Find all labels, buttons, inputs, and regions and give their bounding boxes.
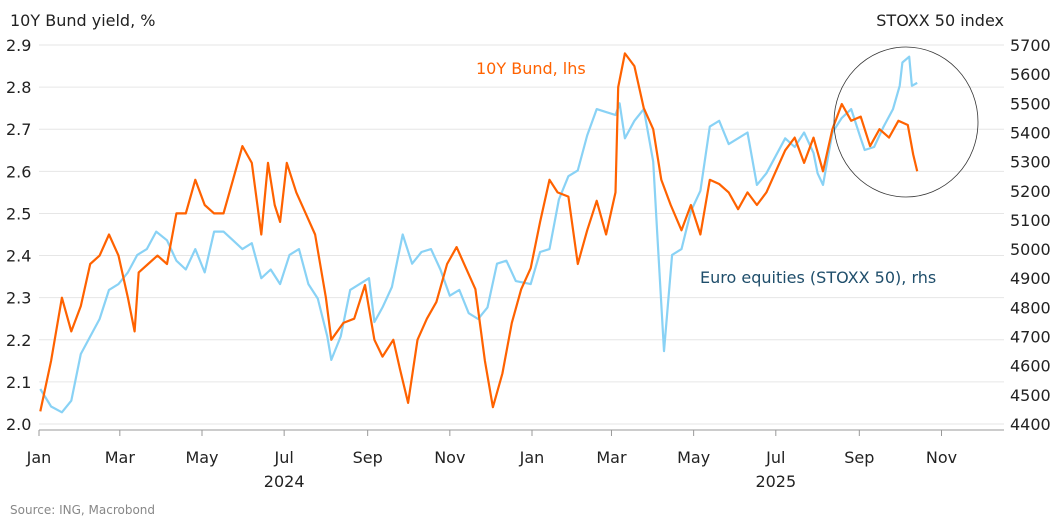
x-tick-label: May bbox=[185, 448, 218, 467]
right-tick-label: 5500 bbox=[1010, 94, 1051, 113]
stoxx-series-label: Euro equities (STOXX 50), rhs bbox=[700, 268, 936, 287]
year-label: 2025 bbox=[755, 472, 796, 491]
right-tick-label: 5100 bbox=[1010, 211, 1051, 230]
left-tick-label: 2.9 bbox=[6, 36, 31, 55]
x-tick-label: Sep bbox=[844, 448, 874, 467]
right-axis-title: STOXX 50 index bbox=[876, 11, 1004, 30]
x-tick-label: Jul bbox=[273, 448, 293, 467]
left-tick-label: 2.1 bbox=[6, 373, 31, 392]
left-tick-label: 2.0 bbox=[6, 415, 31, 434]
left-tick-label: 2.6 bbox=[6, 162, 31, 181]
right-tick-label: 5300 bbox=[1010, 153, 1051, 172]
highlight-circle bbox=[833, 46, 979, 198]
right-tick-label: 4600 bbox=[1010, 357, 1051, 376]
left-axis-title: 10Y Bund yield, % bbox=[10, 11, 155, 30]
stoxx-line bbox=[39, 55, 918, 414]
x-tick-label: Nov bbox=[926, 448, 957, 467]
left-tick-label: 2.8 bbox=[6, 78, 31, 97]
left-tick-label: 2.4 bbox=[6, 247, 31, 266]
left-tick-label: 2.3 bbox=[6, 289, 31, 308]
right-tick-label: 4800 bbox=[1010, 298, 1051, 317]
x-tick-label: Jan bbox=[26, 448, 52, 467]
right-tick-label: 5000 bbox=[1010, 240, 1051, 259]
right-tick-label: 4700 bbox=[1010, 328, 1051, 347]
right-tick-label: 5600 bbox=[1010, 65, 1051, 84]
x-tick-label: Jul bbox=[765, 448, 785, 467]
year-label: 2024 bbox=[264, 472, 305, 491]
left-tick-label: 2.5 bbox=[6, 204, 31, 223]
x-tick-label: May bbox=[677, 448, 710, 467]
right-tick-label: 4400 bbox=[1010, 415, 1051, 434]
right-tick-label: 5400 bbox=[1010, 123, 1051, 142]
left-tick-label: 2.7 bbox=[6, 120, 31, 139]
right-tick-label: 5700 bbox=[1010, 36, 1051, 55]
x-tick-label: Nov bbox=[434, 448, 465, 467]
right-tick-label: 4500 bbox=[1010, 386, 1051, 405]
left-tick-label: 2.2 bbox=[6, 331, 31, 350]
bund-series-label: 10Y Bund, lhs bbox=[476, 59, 586, 78]
right-tick-label: 5200 bbox=[1010, 182, 1051, 201]
source-note: Source: ING, Macrobond bbox=[10, 503, 155, 517]
x-tick-label: Jan bbox=[519, 448, 545, 467]
x-tick-label: Mar bbox=[105, 448, 136, 467]
x-tick-label: Sep bbox=[353, 448, 383, 467]
bund-line bbox=[39, 52, 919, 412]
right-tick-label: 4900 bbox=[1010, 269, 1051, 288]
x-tick-label: Mar bbox=[596, 448, 627, 467]
